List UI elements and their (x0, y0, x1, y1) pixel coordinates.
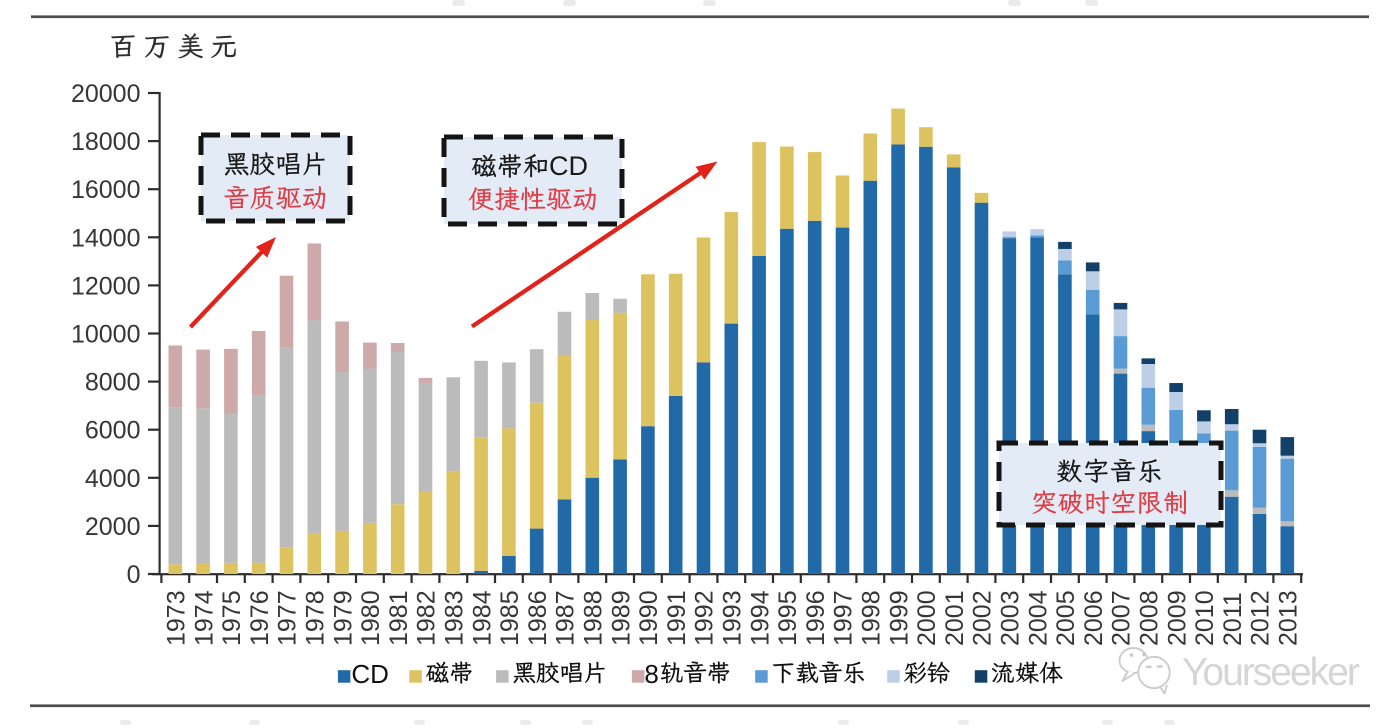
svg-text:1991: 1991 (663, 590, 691, 646)
svg-text:1999: 1999 (885, 590, 913, 646)
svg-text:1981: 1981 (385, 590, 413, 646)
svg-text:1977: 1977 (274, 590, 302, 646)
svg-text:1978: 1978 (302, 590, 330, 646)
svg-text:1975: 1975 (218, 590, 246, 646)
svg-text:14000: 14000 (71, 224, 141, 252)
svg-text:2000: 2000 (85, 513, 141, 541)
svg-text:1990: 1990 (635, 590, 663, 646)
svg-text:1996: 1996 (802, 590, 830, 646)
svg-text:2001: 2001 (941, 590, 969, 646)
svg-text:2009: 2009 (1163, 590, 1191, 646)
svg-text:2004: 2004 (1024, 590, 1052, 646)
svg-text:1982: 1982 (413, 590, 441, 646)
svg-text:1988: 1988 (580, 590, 608, 646)
svg-text:8: 8 (644, 659, 658, 689)
svg-text:Yourseeker: Yourseeker (1182, 651, 1360, 694)
svg-text:2007: 2007 (1108, 590, 1136, 646)
svg-text:1987: 1987 (552, 590, 580, 646)
svg-text:2012: 2012 (1247, 590, 1275, 646)
svg-text:0: 0 (127, 561, 141, 589)
svg-text:2002: 2002 (969, 590, 997, 646)
svg-text:1998: 1998 (858, 590, 886, 646)
svg-text:1979: 1979 (329, 590, 357, 646)
svg-text:1986: 1986 (524, 590, 552, 646)
svg-text:1995: 1995 (774, 590, 802, 646)
svg-text:2003: 2003 (997, 590, 1025, 646)
svg-text:2010: 2010 (1191, 590, 1219, 646)
svg-text:1976: 1976 (246, 590, 274, 646)
svg-text:CD: CD (351, 659, 389, 689)
svg-text:18000: 18000 (71, 128, 141, 156)
svg-text:1993: 1993 (719, 590, 747, 646)
svg-text:1984: 1984 (468, 590, 496, 646)
svg-text:6000: 6000 (85, 417, 141, 445)
svg-text:1994: 1994 (746, 590, 774, 646)
svg-text:10000: 10000 (71, 321, 141, 349)
svg-text:2011: 2011 (1219, 592, 1247, 646)
svg-text:1983: 1983 (441, 590, 469, 646)
svg-text:2006: 2006 (1080, 590, 1108, 646)
svg-text:2005: 2005 (1052, 590, 1080, 646)
svg-text:20000: 20000 (71, 80, 141, 108)
svg-text:1980: 1980 (357, 590, 385, 646)
svg-text:1985: 1985 (496, 590, 524, 646)
svg-text:4000: 4000 (85, 465, 141, 493)
svg-text:12000: 12000 (71, 272, 141, 300)
svg-text:16000: 16000 (71, 176, 141, 204)
svg-text:1997: 1997 (830, 590, 858, 646)
svg-text:1974: 1974 (190, 590, 218, 646)
svg-text:2000: 2000 (913, 590, 941, 646)
svg-text:CD: CD (549, 151, 588, 181)
svg-text:1992: 1992 (691, 590, 719, 646)
svg-text:2008: 2008 (1136, 590, 1164, 646)
svg-text:1973: 1973 (163, 590, 191, 646)
svg-text:8000: 8000 (85, 369, 141, 397)
svg-text:2013: 2013 (1275, 590, 1303, 646)
svg-text:1989: 1989 (607, 590, 635, 646)
